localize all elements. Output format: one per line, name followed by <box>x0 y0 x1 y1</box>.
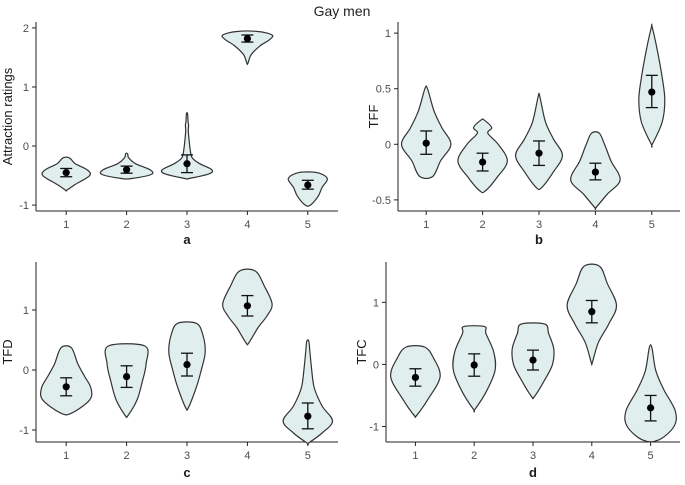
y-tick-label: 1 <box>23 82 29 94</box>
x-tick-label: 4 <box>592 219 598 231</box>
mean-point <box>470 361 478 369</box>
mean-point <box>62 169 70 177</box>
x-tick-label: 1 <box>63 450 69 462</box>
x-tick-label: 3 <box>184 219 190 231</box>
y-tick-label: -1 <box>19 425 29 437</box>
panel-label: d <box>529 465 537 480</box>
x-tick-label: 3 <box>536 219 542 231</box>
x-tick-label: 5 <box>649 219 655 231</box>
y-tick-label: 2 <box>23 23 29 35</box>
violin-5 <box>282 339 334 446</box>
y-tick-label: -0.5 <box>372 195 391 207</box>
x-tick-label: 1 <box>423 219 429 231</box>
y-tick-label: 1 <box>373 297 379 309</box>
mean-point <box>183 160 191 168</box>
mean-point <box>243 34 251 43</box>
x-tick-label: 3 <box>530 450 536 462</box>
y-tick-label: 0 <box>385 139 391 151</box>
mean-point <box>422 139 430 147</box>
mean-point <box>304 181 312 189</box>
mean-point <box>591 168 600 176</box>
x-tick-label: 2 <box>471 450 477 462</box>
panel-label: a <box>183 232 191 247</box>
panel-b: -0.5 0 0.5 1 1 2 3 4 5 TFF b <box>366 22 680 247</box>
mean-point <box>411 373 419 382</box>
y-tick-label: 0 <box>373 359 379 371</box>
x-tick-label: 1 <box>412 450 418 462</box>
violin-4 <box>221 30 274 66</box>
y-axis-label: Attraction ratings <box>0 67 15 165</box>
y-tick-label: -1 <box>19 200 29 212</box>
y-tick-label: -1 <box>369 421 379 433</box>
figure-title: Gay men <box>314 3 371 19</box>
violin-3 <box>160 112 214 180</box>
x-tick-label: 3 <box>184 450 190 462</box>
x-tick-label: 4 <box>244 219 250 231</box>
y-tick-label: 0 <box>23 365 29 377</box>
x-tick-label: 2 <box>124 450 130 462</box>
mean-point <box>304 412 312 420</box>
mean-point <box>62 383 70 391</box>
x-tick-label: 2 <box>480 219 486 231</box>
mean-point <box>183 361 191 369</box>
panel-a: -1 0 1 2 1 2 3 4 5 Attraction ratings a <box>0 22 338 247</box>
mean-point <box>479 158 487 166</box>
mean-point <box>529 356 537 364</box>
x-tick-label: 5 <box>305 450 311 462</box>
y-tick-label: 0.5 <box>376 84 391 96</box>
y-axis-label: TFD <box>0 339 15 364</box>
y-tick-label: 1 <box>23 305 29 317</box>
panel-label: b <box>535 232 543 247</box>
y-tick-label: 1 <box>385 28 391 40</box>
mean-point <box>535 149 543 157</box>
y-tick-label: 0 <box>23 141 29 153</box>
x-tick-label: 1 <box>63 219 69 231</box>
x-tick-label: 5 <box>648 450 654 462</box>
panels: -1 0 1 2 1 2 3 4 5 Attraction ratings a -0.5 0 0.5 1 1 2… <box>0 22 680 480</box>
mean-point <box>123 373 131 381</box>
mean-point <box>648 88 656 96</box>
mean-point <box>243 302 251 310</box>
x-tick-label: 5 <box>305 219 311 231</box>
mean-point <box>123 166 131 174</box>
violin-5 <box>624 344 677 443</box>
y-axis-label: TFC <box>354 339 369 364</box>
panel-label: c <box>183 465 190 480</box>
mean-point <box>647 404 655 412</box>
panel-c: -1 0 1 1 2 3 4 5 TFD c <box>0 262 338 480</box>
mean-point <box>588 308 596 316</box>
y-axis-label: TFF <box>366 105 381 129</box>
panel-d: -1 0 1 1 2 3 4 5 TFC d <box>354 262 680 480</box>
x-tick-label: 2 <box>124 219 130 231</box>
x-tick-label: 4 <box>244 450 250 462</box>
x-tick-label: 4 <box>589 450 595 462</box>
